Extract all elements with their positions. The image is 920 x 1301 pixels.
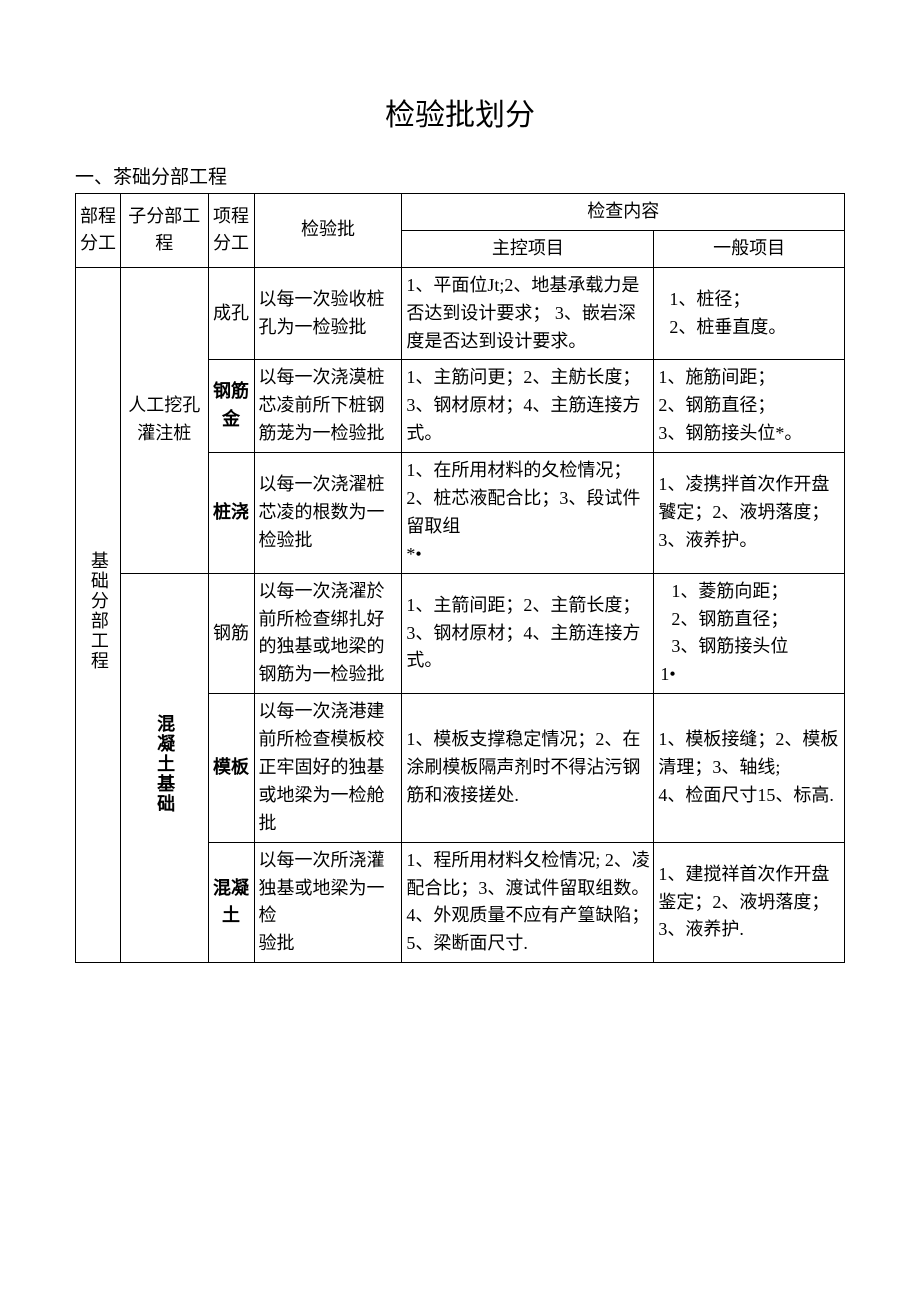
header-col3: 项程分工 [208, 194, 254, 268]
g2r3-c4: 以每一次所浇灌独基或地梁为一检验批 [254, 842, 402, 963]
col1-merged: 基础分部工程 [76, 267, 121, 962]
header-col2: 子分部工程 [120, 194, 208, 268]
g2r1-c5: 1、主箭间距；2、主箭长度；3、钢材原材；4、主筋连接方式。 [402, 573, 654, 694]
header-col5: 主控项目 [402, 230, 654, 267]
g1r3-c6: 1、凌携拌首次作开盘饕定；2、液坍落度；3、液养护。 [654, 453, 845, 574]
g2r1-c3: 钢筋 [208, 573, 254, 694]
g1r1-c4: 以每一次验收桩孔为一检验批 [254, 267, 402, 360]
header-col5-span: 检查内容 [402, 194, 845, 231]
g2r2-c5: 1、模板支撑稳定情况；2、在涂刷模板隔声剂时不得沾污钢筋和液接搓处. [402, 694, 654, 842]
table-header-row-1: 部程分工 子分部工程 项程分工 检验批 检查内容 [76, 194, 845, 231]
g2r1-c4: 以每一次浇濯於前所检查绑扎好的独基或地梁的钢筋为一检验批 [254, 573, 402, 694]
g1r3-c3: 桩浇 [208, 453, 254, 574]
g2r2-c3: 模板 [208, 694, 254, 842]
g2r1-c6: 1、菱筋向距；2、钢筋直径；3、钢筋接头位1• [654, 573, 845, 694]
header-col4: 检验批 [254, 194, 402, 268]
section-heading: 一、茶础分部工程 [75, 162, 845, 189]
g2r2-c4: 以每一次浇港建前所检查模板校正牢固好的独基或地梁为一检舱批 [254, 694, 402, 842]
g1r1-c3: 成孔 [208, 267, 254, 360]
g1r2-c5: 1、主筋问更；2、主舫长度；3、钢材原材；4、主筋连接方式。 [402, 360, 654, 453]
group2-sub: 混凝土基础 [120, 573, 208, 963]
g2r3-c3: 混凝土 [208, 842, 254, 963]
table-row: 混凝土基础 钢筋 以每一次浇濯於前所检查绑扎好的独基或地梁的钢筋为一检验批 1、… [76, 573, 845, 694]
g1r3-c4: 以每一次浇濯桩芯凌的根数为一检验批 [254, 453, 402, 574]
table-row: 基础分部工程 人工挖孔灌注桩 成孔 以每一次验收桩孔为一检验批 1、平面位Jt;… [76, 267, 845, 360]
page-title: 检验批划分 [75, 90, 845, 134]
header-col1: 部程分工 [76, 194, 121, 268]
g1r1-c5: 1、平面位Jt;2、地基承载力是否达到设计要求； 3、嵌岩深度是否达到设计要求。 [402, 267, 654, 360]
g2r3-c5: 1、程所用材料夂检情况; 2、凌配合比；3、渡试件留取组数。4、外观质量不应有产… [402, 842, 654, 963]
group1-sub: 人工挖孔灌注桩 [120, 267, 208, 573]
g2r2-c6: 1、模板接缝；2、模板清理；3、轴线;4、检面尺寸15、标高. [654, 694, 845, 842]
g1r1-c6: 1、桩径；2、桩垂直度。 [654, 267, 845, 360]
g1r2-c3: 钢筋金 [208, 360, 254, 453]
main-table: 部程分工 子分部工程 项程分工 检验批 检查内容 主控项目 一般项目 基础分部工… [75, 193, 845, 963]
g1r2-c4: 以每一次浇漠桩芯凌前所下桩钢筋茏为一检验批 [254, 360, 402, 453]
header-col6: 一般项目 [654, 230, 845, 267]
g1r3-c5: 1、在所用材料的夂检情况；2、桩芯液配合比；3、段试件留取组*• [402, 453, 654, 574]
g1r2-c6: 1、施筋间距；2、钢筋直径；3、钢筋接头位*。 [654, 360, 845, 453]
g2r3-c6: 1、建搅祥首次作开盘鉴定；2、液坍落度；3、液养护. [654, 842, 845, 963]
